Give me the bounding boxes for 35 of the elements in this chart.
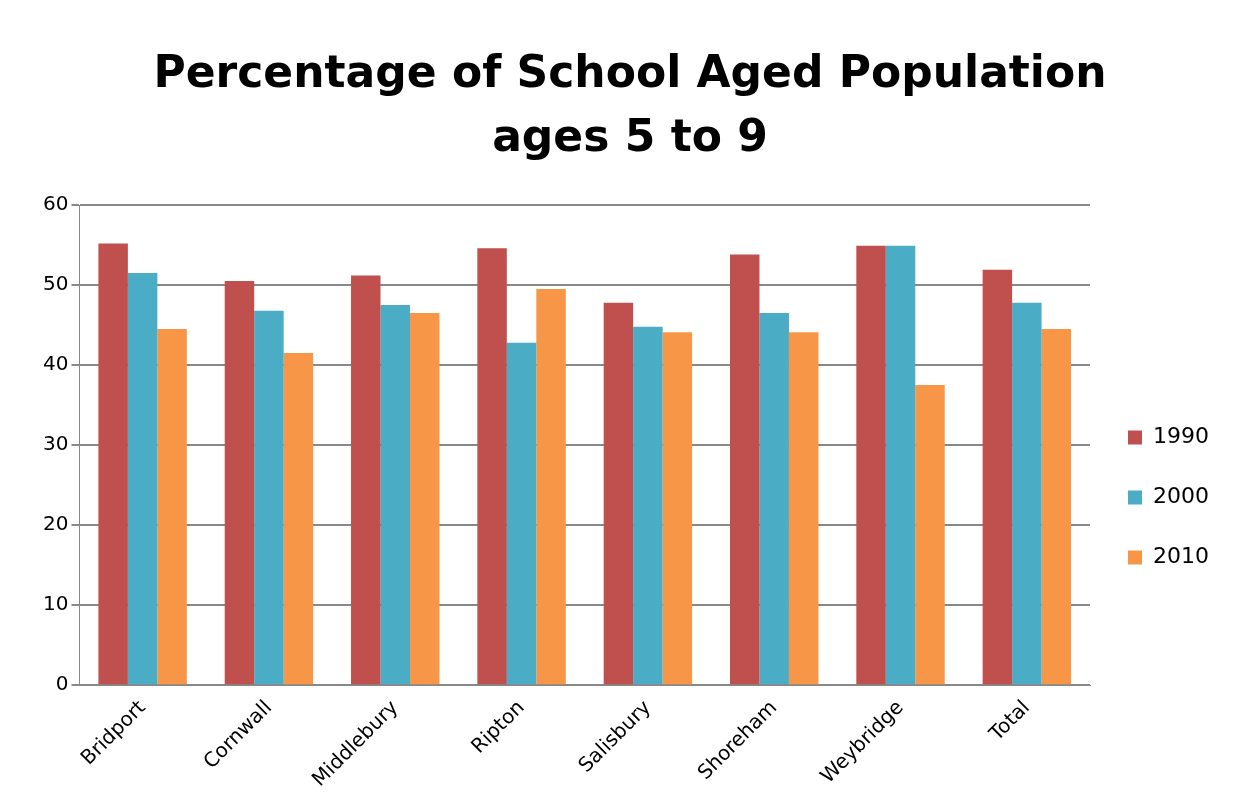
bar	[662, 332, 693, 685]
bar	[380, 305, 410, 685]
bar	[759, 313, 789, 685]
y-tick-label: 30	[43, 431, 69, 456]
bar	[788, 332, 819, 685]
bar	[536, 289, 566, 685]
legend-label: 2000	[1153, 483, 1210, 509]
bar	[283, 353, 314, 685]
y-tick-label: 60	[43, 191, 69, 216]
bar	[915, 385, 945, 685]
bar	[127, 273, 158, 685]
chart-title: Percentage of School Aged Population ages 5 to 9	[152, 45, 1108, 163]
bar	[856, 245, 886, 685]
bar	[98, 243, 128, 685]
bar	[506, 342, 537, 685]
bar	[603, 302, 634, 685]
legend-label: 1990	[1153, 423, 1210, 449]
bar	[885, 245, 916, 685]
y-tick-label: 10	[43, 591, 69, 616]
bar	[224, 281, 255, 685]
bar	[730, 254, 760, 685]
y-tick-label: 40	[43, 351, 69, 376]
bar	[477, 248, 507, 685]
y-tick-label: 0	[55, 671, 69, 696]
bar	[982, 269, 1013, 685]
bar	[351, 275, 381, 685]
y-tick-label: 50	[43, 271, 69, 296]
y-tick-label: 20	[43, 511, 69, 536]
bar	[1041, 329, 1072, 685]
bar	[409, 313, 440, 685]
legend-label: 2010	[1153, 543, 1210, 569]
bar	[633, 326, 663, 685]
bar	[1012, 302, 1042, 685]
bar	[254, 310, 284, 685]
bar	[157, 329, 187, 685]
